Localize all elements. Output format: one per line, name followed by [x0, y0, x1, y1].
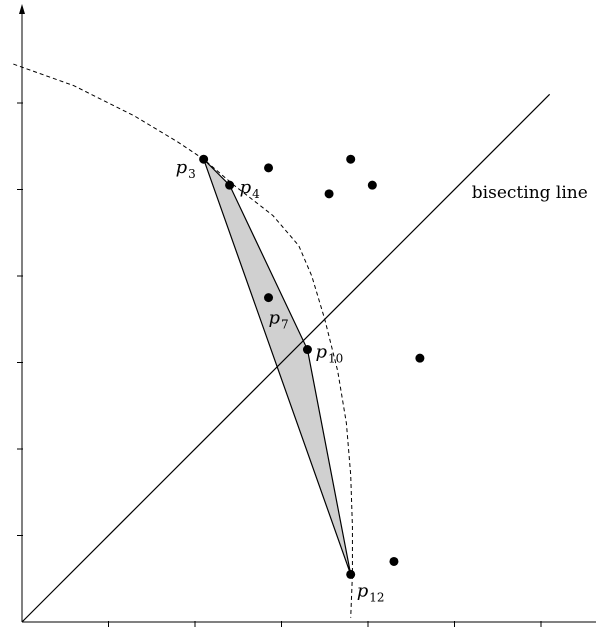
bisecting-line-label: bisecting line	[472, 183, 588, 203]
point-p10	[302, 345, 312, 355]
y-axis-arrow	[19, 4, 25, 14]
bisecting-line	[21, 93, 551, 623]
label-p10: p10	[315, 342, 343, 366]
point-i	[367, 180, 377, 190]
label-p12: p12	[357, 580, 385, 604]
axes	[17, 4, 596, 627]
point-p12	[346, 569, 356, 579]
point-j	[415, 353, 425, 363]
point-p3	[199, 154, 209, 164]
point-p7	[264, 293, 274, 303]
label-p3: p3	[176, 157, 196, 181]
point-g	[324, 189, 334, 199]
points-layer	[199, 154, 425, 579]
point-k	[389, 556, 399, 566]
point-p4	[225, 180, 235, 190]
boundary-curve	[13, 63, 353, 618]
point-f	[264, 163, 274, 173]
label-p4: p4	[240, 177, 261, 201]
point-h	[346, 154, 356, 164]
